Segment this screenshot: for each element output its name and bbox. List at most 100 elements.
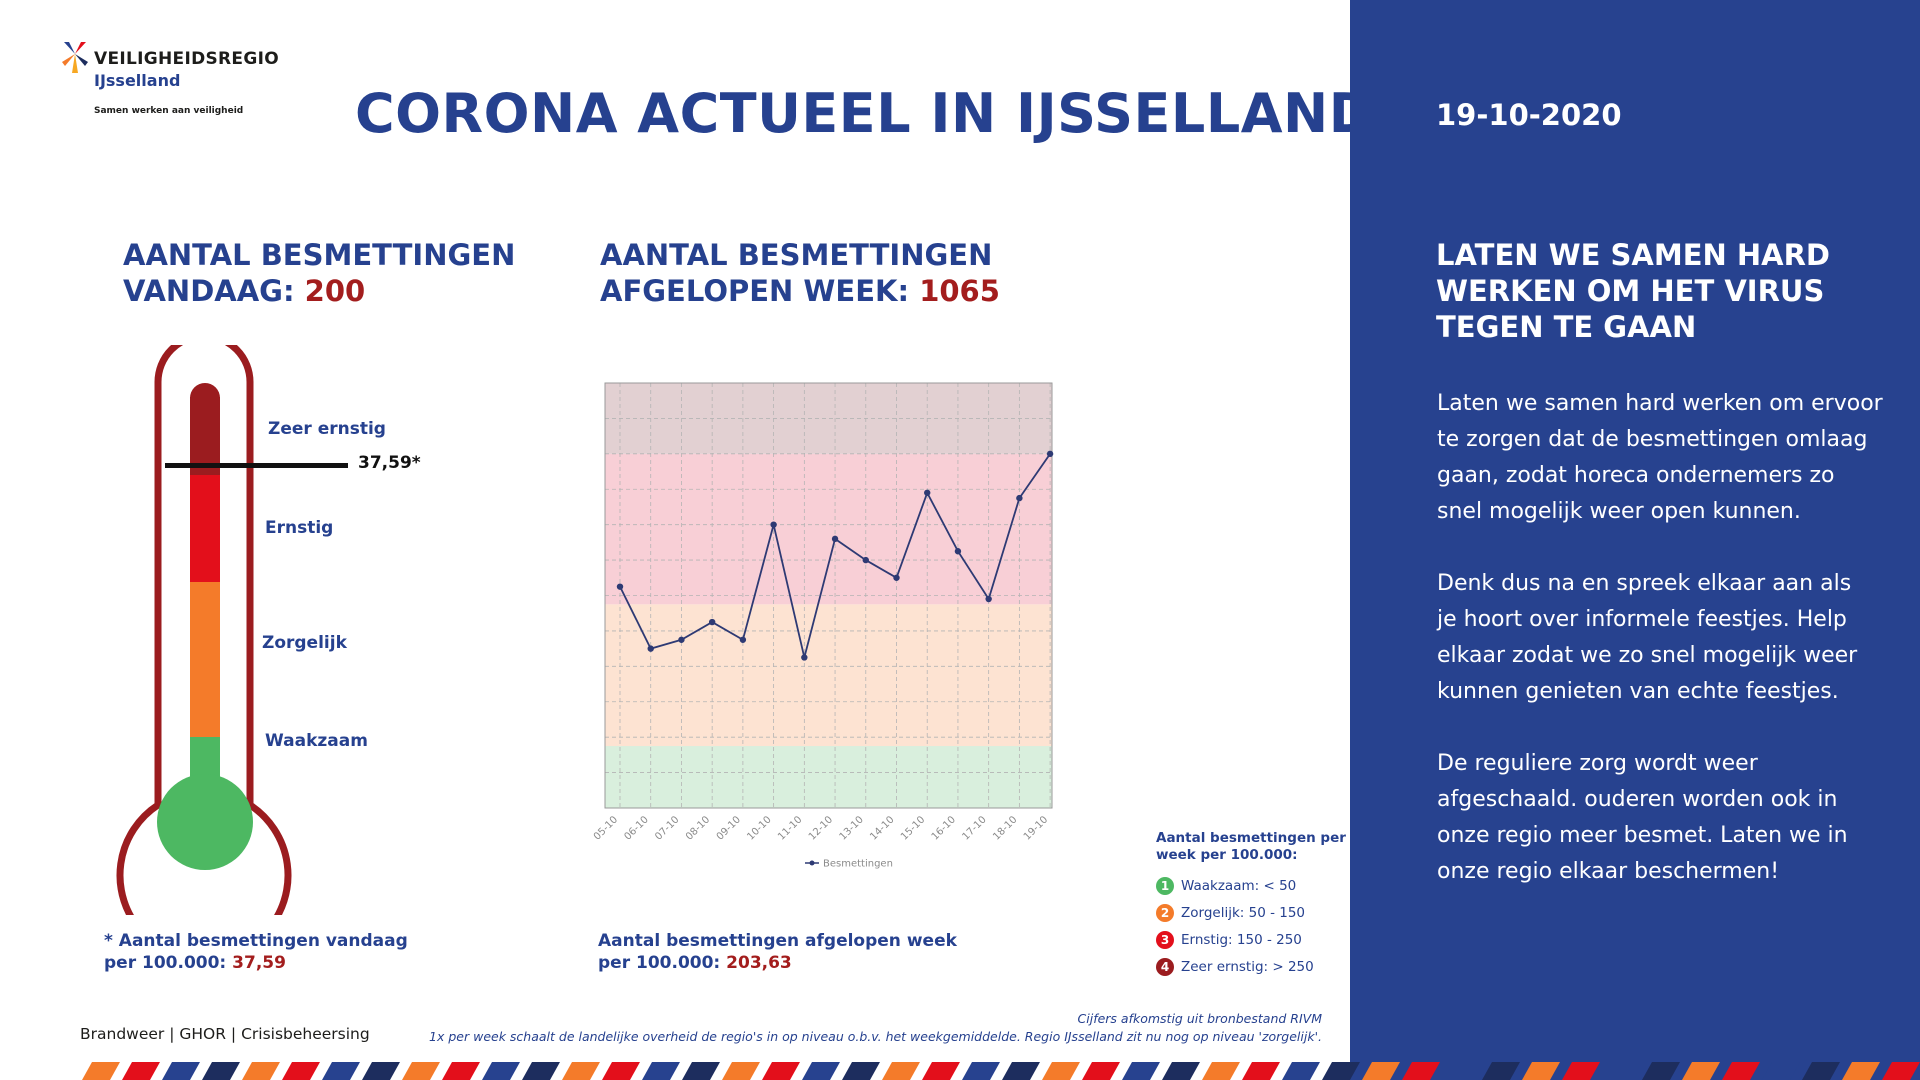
legend-item-label: Ernstig: 150 - 250 (1181, 931, 1302, 948)
source-note: Cijfers afkomstig uit bronbestand RIVM 1… (429, 1010, 1322, 1046)
number-badge-icon: 1 (1156, 876, 1174, 895)
chart-x-tick-label: 14-10 (868, 814, 896, 842)
logo-star-icon (62, 42, 88, 73)
today-title-prefix: VANDAAG: (123, 274, 295, 308)
panel-text-line: onze regio meer besmet. Laten we in (1437, 823, 1848, 848)
chart-band-2 (605, 453, 1052, 605)
chart-legend-label: Besmettingen (823, 859, 893, 870)
level-label-zorgelijk: Zorgelijk (262, 633, 347, 653)
stripe-segment (1722, 1062, 1760, 1080)
panel-title-line: LATEN WE SAMEN HARD (1436, 238, 1831, 272)
chart-x-tick-label: 06-10 (623, 814, 651, 842)
chart-x-tick-label: 11-10 (776, 814, 804, 842)
chart-point (924, 489, 931, 496)
stripe-segment (1282, 1062, 1320, 1080)
stripe-segment (1522, 1062, 1560, 1080)
chart-point (801, 654, 808, 661)
stripe-segment (82, 1062, 120, 1080)
stripe-segment (602, 1062, 640, 1080)
legend-title-line1: Aantal besmettingen per (1156, 830, 1346, 846)
legend-item-label: Zeer ernstig: > 250 (1181, 958, 1314, 975)
stripe-segment (1202, 1062, 1240, 1080)
stripe-segment (322, 1062, 360, 1080)
week-value: 1065 (919, 274, 1000, 308)
info-panel (1350, 0, 1920, 1080)
stripe-segment (562, 1062, 600, 1080)
today-footnote-line2: per 100.000: 37,59 (104, 952, 408, 974)
panel-paragraph-2: Denk dus na en spreek elkaar aan als je … (1437, 566, 1857, 710)
panel-text-line: De reguliere zorg wordt weer (1437, 751, 1758, 776)
stripe-segment (1362, 1062, 1400, 1080)
thermometer-bulb (157, 774, 253, 870)
panel-title-line: TEGEN TE GAAN (1436, 310, 1697, 344)
legend-title-line2: week per 100.000: (1156, 847, 1298, 863)
legend-item-zorgelijk: 2 Zorgelijk: 50 - 150 (1156, 899, 1356, 926)
panel-text-line: elkaar zodat we zo snel mogelijk weer (1437, 643, 1858, 668)
today-footnote-prefix: per 100.000: (104, 953, 227, 973)
today-footnote: * Aantal besmettingen vandaag per 100.00… (104, 930, 408, 974)
chart-legend-marker (809, 860, 815, 866)
number-badge-icon: 4 (1156, 957, 1174, 976)
stripe-segment (922, 1062, 960, 1080)
thermometer-marker-line (165, 463, 348, 468)
week-line-chart: 05-10 06-10 07-10 08-10 09-10 10-10 11-10 12-10… (592, 382, 1054, 870)
stripe-segment (1482, 1062, 1520, 1080)
thermometer-segment-ernstig (190, 475, 220, 582)
stripe-segment (1882, 1062, 1920, 1080)
panel-text-line: snel mogelijk weer open kunnen. (1437, 499, 1801, 524)
chart-band-1 (605, 604, 1052, 747)
stripe-segment (162, 1062, 200, 1080)
panel-text-line: Laten we samen hard werken om ervoor (1437, 391, 1883, 416)
level-label-zeer-ernstig: Zeer ernstig (268, 419, 386, 439)
legend-item-waakzaam: 1 Waakzaam: < 50 (1156, 872, 1356, 899)
panel-title: LATEN WE SAMEN HARD WERKEN OM HET VIRUS … (1436, 237, 1830, 345)
panel-text-line: je hoort over informele feestjes. Help (1437, 607, 1847, 632)
chart-point (985, 595, 992, 603)
logo-name: VEILIGHEIDSREGIO (94, 49, 279, 69)
stripe-segment (1682, 1062, 1720, 1080)
legend-item-zeer-ernstig: 4 Zeer ernstig: > 250 (1156, 953, 1356, 980)
week-title-line2: AFGELOPEN WEEK: 1065 (600, 273, 1000, 309)
week-title-prefix: AFGELOPEN WEEK: (600, 274, 910, 308)
number-badge-icon: 2 (1156, 903, 1174, 922)
source-line2: 1x per week schaalt de landelijke overhe… (429, 1029, 1322, 1044)
stripe-segment (402, 1062, 440, 1080)
chart-point (770, 521, 777, 528)
stripe-segment (1242, 1062, 1280, 1080)
chart-x-tick-label: 13-10 (838, 814, 866, 842)
stripe-segment (1642, 1062, 1680, 1080)
chart-x-tick-label: 16-10 (930, 814, 958, 842)
chart-x-tick-label: 07-10 (653, 814, 681, 842)
today-value: 200 (304, 274, 366, 308)
panel-text-line: afgeschaald. ouderen worden ook in (1437, 787, 1838, 812)
stripe-segment (1762, 1062, 1800, 1080)
chart-point (1046, 450, 1054, 458)
week-footnote-line2: per 100.000: 203,63 (598, 952, 957, 974)
chart-plot-area (604, 382, 1053, 809)
stripe-segment (642, 1062, 680, 1080)
chart-x-tick-label: 08-10 (684, 814, 712, 842)
week-footnote-prefix: per 100.000: (598, 953, 721, 973)
week-title-line1: AANTAL BESMETTINGEN (600, 238, 993, 272)
chart-point (647, 645, 654, 652)
chart-point (862, 556, 869, 564)
stripe-segment (1402, 1062, 1440, 1080)
legend-item-label: Waakzaam: < 50 (1181, 877, 1297, 894)
chart-point (708, 618, 716, 626)
stripe-segment (1602, 1062, 1640, 1080)
stripe-segment (202, 1062, 240, 1080)
organisations: Brandweer | GHOR | Crisisbeheersing (80, 1025, 370, 1043)
stripe-segment (802, 1062, 840, 1080)
stripe-segment (442, 1062, 480, 1080)
legend-title: Aantal besmettingen per week per 100.000… (1156, 830, 1356, 864)
week-footnote-value: 203,63 (726, 953, 792, 973)
thermometer-marker-value: 37,59* (358, 453, 421, 473)
chart-x-tick-label: 15-10 (899, 814, 927, 842)
chart-x-tick-label: 09-10 (715, 814, 743, 842)
stripe-segment (122, 1062, 160, 1080)
panel-paragraph-3: De reguliere zorg wordt weer afgeschaald… (1437, 746, 1848, 890)
bottom-stripe-border (82, 1062, 1920, 1080)
stripe-segment (1802, 1062, 1840, 1080)
stripe-segment (242, 1062, 280, 1080)
logo-region: IJsselland (94, 71, 181, 90)
